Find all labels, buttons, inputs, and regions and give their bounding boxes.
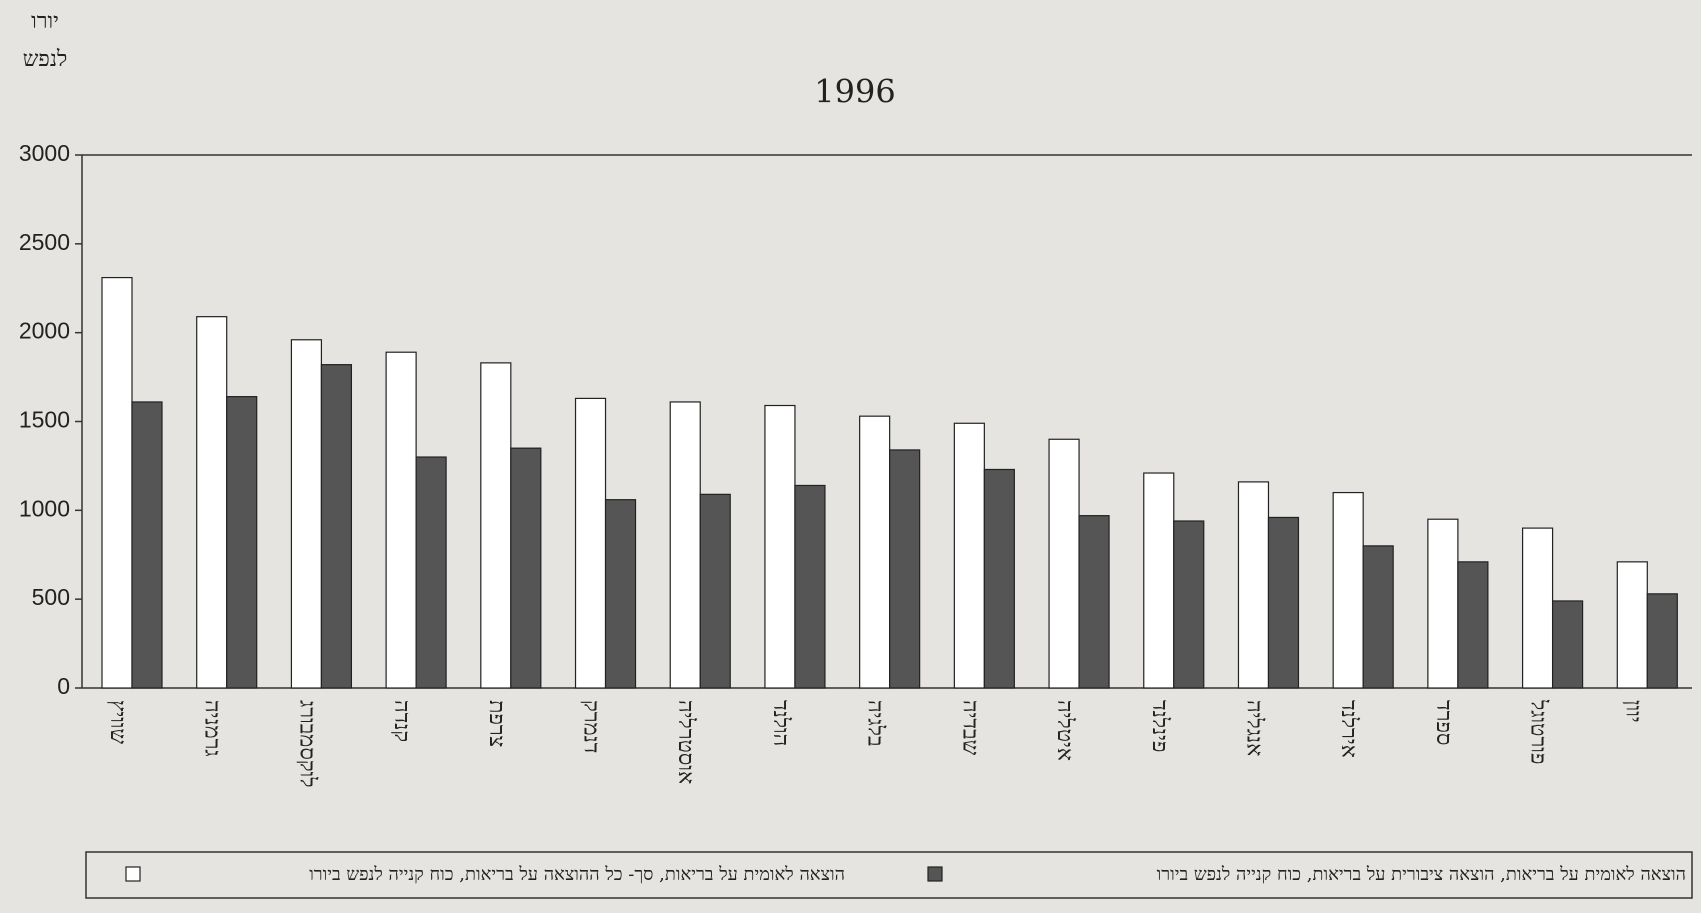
bar (510, 447, 542, 689)
x-tick-label: אוסטרליה (673, 700, 698, 784)
y-tick-label: 1000 (19, 495, 70, 521)
bar (1362, 545, 1394, 689)
legend-label: הוצאה לאומית על בריאות, הוצאה ציבורית על… (1157, 864, 1686, 885)
y-tick-label: 2500 (19, 229, 70, 255)
x-tick-label: קנדה (389, 700, 414, 742)
bar (1616, 561, 1648, 689)
bar (415, 456, 447, 689)
legend-swatch (125, 866, 141, 882)
bar (320, 364, 353, 689)
bar (669, 401, 701, 689)
y-tick-label: 2000 (19, 318, 70, 344)
x-tick-label: אירלנד (1336, 700, 1361, 758)
bar (480, 362, 512, 689)
bar (1143, 472, 1175, 689)
x-tick-label: איטליה (1052, 700, 1077, 761)
bar (889, 449, 921, 689)
y-axis-label: לנפש (23, 47, 68, 72)
y-tick-label: 0 (57, 673, 70, 699)
x-tick-label: שבדיה (957, 700, 982, 756)
bar (1646, 593, 1678, 689)
bar (764, 404, 796, 689)
bar (1457, 561, 1489, 689)
bar (699, 493, 731, 689)
bar (1427, 518, 1459, 689)
bar (604, 499, 637, 689)
x-tick-label: אנגליה (1241, 700, 1266, 756)
bar (1551, 600, 1584, 689)
bar (1173, 520, 1205, 689)
bar (385, 351, 417, 689)
bar (794, 484, 826, 689)
bar (290, 339, 323, 689)
bar (1332, 491, 1364, 689)
bar (574, 397, 607, 689)
bar (859, 415, 891, 689)
bar (101, 276, 133, 689)
y-axis-label: יורו (31, 9, 59, 34)
bar (1048, 438, 1080, 689)
legend-box (85, 851, 1693, 899)
bar (1078, 515, 1110, 689)
x-tick-label: שוויץ (105, 700, 130, 744)
x-tick-label: צרפת (484, 700, 509, 747)
y-tick-label: 1500 (19, 407, 70, 433)
x-tick-label: בלגיה (863, 700, 888, 747)
x-tick-label: פינלנד (1147, 700, 1172, 752)
x-tick-label: יוון (1620, 700, 1645, 723)
legend-label: הוצאה לאומית על בריאות, סך- כל ההוצאה על… (309, 864, 845, 885)
bar (983, 468, 1015, 689)
legend-swatch (927, 866, 943, 882)
x-tick-label: דנמרק (579, 700, 604, 753)
chart-title: 1996 (814, 73, 895, 111)
y-tick-label: 500 (32, 584, 70, 610)
x-tick-label: פורטוגל (1526, 699, 1551, 764)
x-tick-label: גרמניה (200, 700, 225, 757)
x-tick-label: ספרד (1431, 700, 1456, 745)
y-tick-label: 3000 (19, 140, 70, 166)
bar (953, 422, 985, 689)
bar (1521, 527, 1554, 689)
x-tick-label: לוקסמבורג (294, 700, 319, 788)
bar (1267, 516, 1300, 689)
bar (226, 396, 258, 689)
x-tick-label: הולנד (768, 700, 793, 746)
bar (196, 316, 228, 689)
bar (131, 401, 163, 689)
bar (1237, 481, 1270, 689)
